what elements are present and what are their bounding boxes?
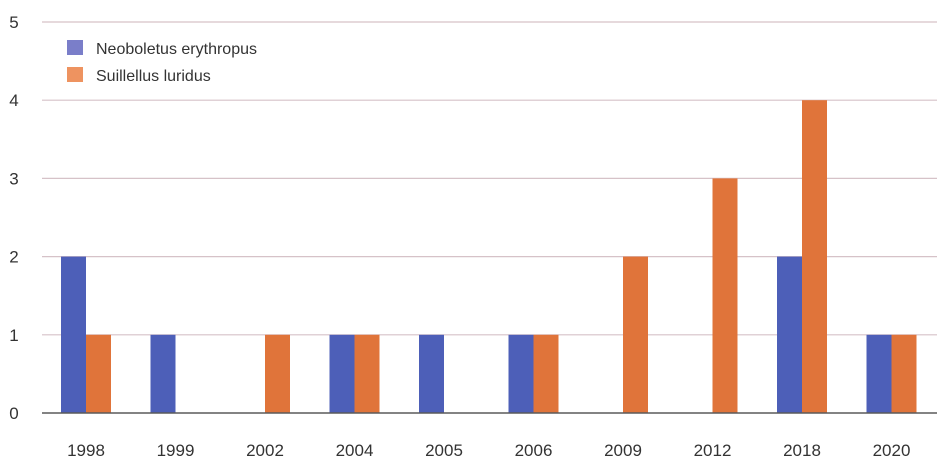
- bar-neoboletus-erythropus-2006: [508, 334, 534, 413]
- bar-neoboletus-erythropus-2005: [419, 334, 444, 413]
- bar-suillellus-luridus-1998: [86, 334, 111, 413]
- x-tick-label-2002: 2002: [246, 441, 284, 460]
- y-tick-label-4: 4: [9, 91, 18, 110]
- bar-neoboletus-erythropus-2004: [329, 334, 355, 413]
- bar-suillellus-luridus-2012: [712, 178, 738, 413]
- y-tick-label-0: 0: [9, 404, 18, 423]
- y-tick-label-2: 2: [9, 248, 18, 267]
- bars: [61, 100, 917, 413]
- x-tick-label-2004: 2004: [336, 441, 374, 460]
- legend: Neoboletus erythropus Suillellus luridus: [67, 40, 257, 85]
- y-tick-label-1: 1: [9, 326, 18, 345]
- bar-suillellus-luridus-2004: [354, 334, 380, 413]
- x-tick-label-2005: 2005: [425, 441, 463, 460]
- bar-neoboletus-erythropus-2018: [777, 256, 802, 413]
- x-tick-label-2020: 2020: [873, 441, 911, 460]
- x-tick-label-2009: 2009: [604, 441, 642, 460]
- bar-suillellus-luridus-2006: [533, 334, 559, 413]
- x-tick-label-2018: 2018: [783, 441, 821, 460]
- legend-label-suillellus-luridus: Suillellus luridus: [96, 68, 211, 85]
- bar-suillellus-luridus-2002: [265, 334, 290, 413]
- bar-neoboletus-erythropus-1998: [61, 256, 86, 413]
- bar-suillellus-luridus-2018: [802, 100, 827, 413]
- x-tick-label-2006: 2006: [515, 441, 553, 460]
- bar-suillellus-luridus-2020: [891, 334, 917, 413]
- y-tick-label-5: 5: [9, 13, 18, 32]
- x-tick-label-2012: 2012: [694, 441, 732, 460]
- x-tick-label-1999: 1999: [157, 441, 195, 460]
- legend-swatch-suillellus-luridus: [67, 67, 83, 82]
- bar-neoboletus-erythropus-2020: [866, 334, 892, 413]
- legend-swatch-neoboletus-erythropus: [67, 40, 83, 55]
- bar-suillellus-luridus-2009: [623, 256, 648, 413]
- x-tick-label-1998: 1998: [67, 441, 105, 460]
- x-axis-ticks: 1998 1999 2002 2004 2005 2006 2009 2012 2018 2020: [67, 441, 910, 460]
- y-axis-ticks: 0 1 2 3 4 5: [9, 13, 18, 423]
- legend-label-neoboletus-erythropus: Neoboletus erythropus: [96, 41, 257, 58]
- bar-neoboletus-erythropus-1999: [150, 334, 176, 413]
- y-tick-label-3: 3: [9, 169, 18, 188]
